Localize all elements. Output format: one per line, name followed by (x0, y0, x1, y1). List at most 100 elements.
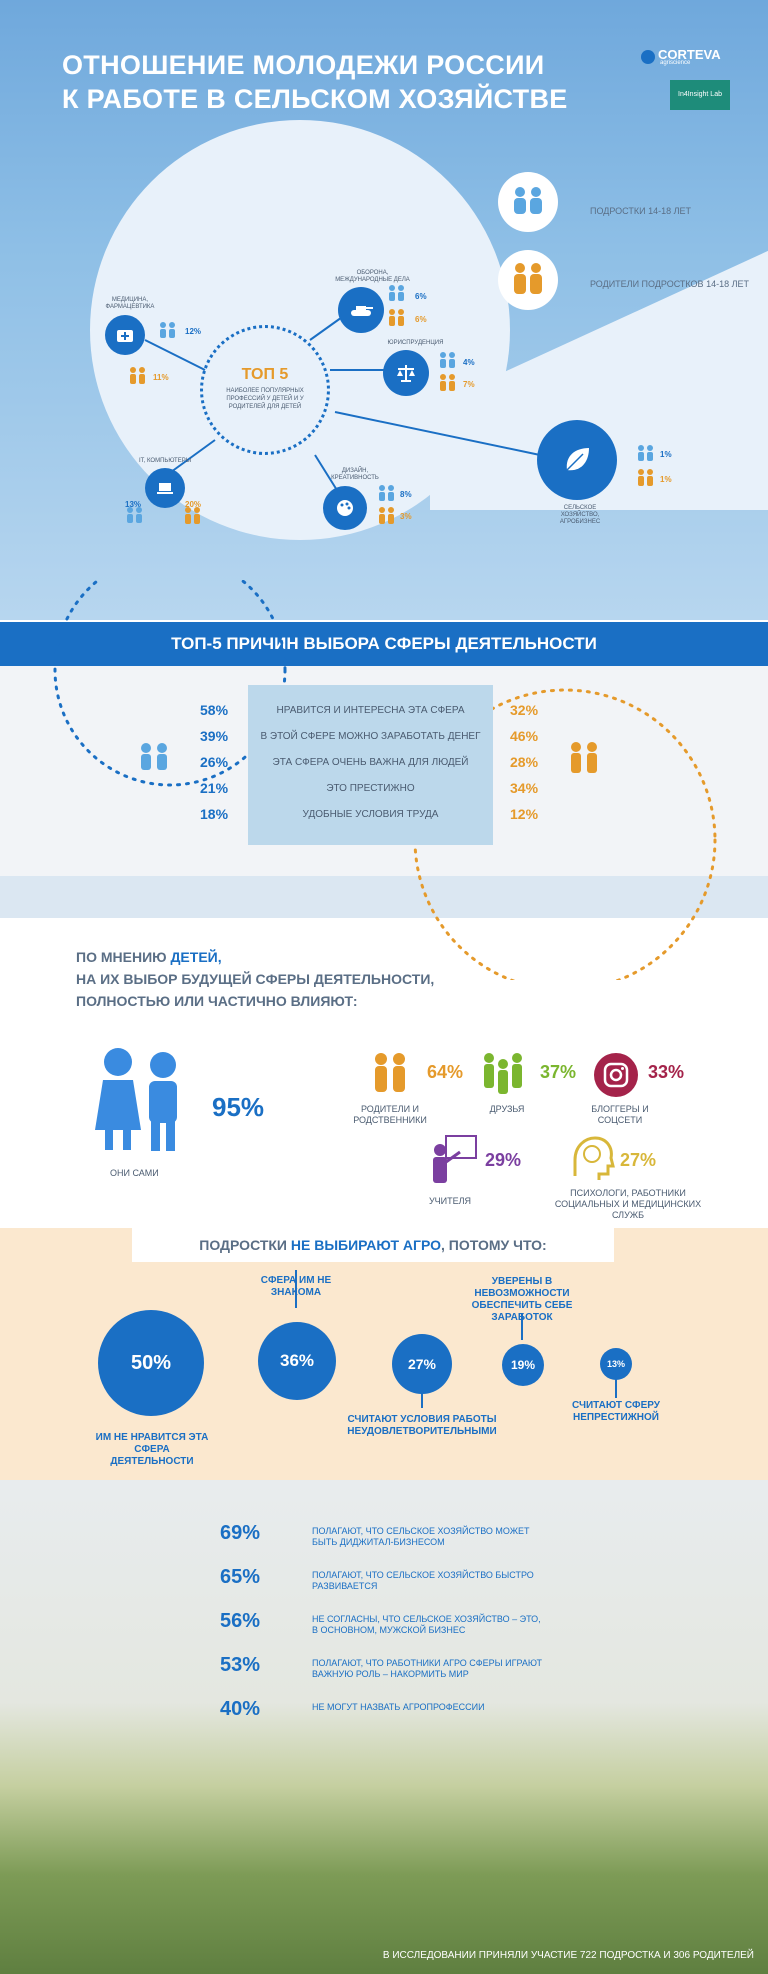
reason-row: 26% ЭТА СФЕРА ОЧЕНЬ ВАЖНА ДЛЯ ЛЮДЕЙ 28% (200, 754, 560, 780)
node-design-label: ДИЗАЙН, КРЕАТИВНОСТЬ (331, 468, 379, 481)
scales-icon (397, 365, 415, 382)
node-agro-parents: 1% (660, 475, 672, 484)
top5-subtitle: НАИБОЛЕЕ ПОПУЛЯРНЫХ ПРОФЕССИЙ У ДЕТЕЙ И … (226, 388, 304, 410)
page-title: ОТНОШЕНИЕ МОЛОДЕЖИ РОССИИ К РАБОТЕ В СЕЛ… (62, 48, 568, 116)
stats-list: 69% ПОЛАГАЮТ, ЧТО СЕЛЬСКОЕ ХОЗЯЙСТВО МОЖ… (220, 1522, 560, 1742)
noagro-bubble-5: 13% (600, 1348, 632, 1380)
noagro-heading: ПОДРОСТКИ НЕ ВЫБИРАЮТ АГРО, ПОТОМУ ЧТО: (132, 1228, 614, 1262)
noagro-label-1: ИМ НЕ НРАВИТСЯ ЭТА СФЕРА ДЕЯТЕЛЬНОСТИ (95, 1432, 209, 1467)
influence-self-value: 95% (212, 1092, 265, 1122)
reason-teens-pct: 39% (200, 728, 229, 744)
influence-line-3: ПОЛНОСТЬЮ ИЛИ ЧАСТИЧНО ВЛИЯЮТ: (76, 993, 358, 1009)
influence-psychologists-value: 27% (620, 1150, 657, 1170)
stat-value: 69% (220, 1522, 261, 1544)
node-agro-teens: 1% (660, 450, 672, 459)
laptop-icon (157, 483, 173, 494)
reason-text: В ЭТОЙ СФЕРЕ МОЖНО ЗАРАБОТАТЬ ДЕНЕГ (260, 731, 481, 742)
stat-row: 56% НЕ СОГЛАСНЫ, ЧТО СЕЛЬСКОЕ ХОЗЯЙСТВО … (220, 1610, 560, 1654)
reason-text: НРАВИТСЯ И ИНТЕРЕСНА ЭТА СФЕРА (276, 705, 465, 716)
teacher-icon (433, 1135, 477, 1183)
insight-logo: In4Insight Lab (670, 80, 730, 110)
stat-text: ПОЛАГАЮТ, ЧТО РАБОТНИКИ АГРО СФЕРЫ ИГРАЮ… (312, 1658, 542, 1679)
influence-line-1: ПО МНЕНИЮ ДЕТЕЙ, (76, 946, 434, 968)
friends-icon (484, 1053, 522, 1094)
corteva-logo: CORTEVA agriscience (640, 47, 740, 67)
reasons-table: 58% НРАВИТСЯ И ИНТЕРЕСНА ЭТА СФЕРА 32% 3… (200, 702, 560, 832)
teens-icon (141, 743, 167, 770)
stat-row: 40% НЕ МОГУТ НАЗВАТЬ АГРОПРОФЕССИИ (220, 1698, 560, 1742)
noagro-bubble-4: 19% (502, 1344, 544, 1386)
footer-note: В ИССЛЕДОВАНИИ ПРИНЯЛИ УЧАСТИЕ 722 ПОДРО… (382, 1950, 754, 1961)
reason-row: 21% ЭТО ПРЕСТИЖНО 34% (200, 780, 560, 806)
node-defense (338, 287, 384, 333)
leaf-icon (566, 448, 589, 471)
palette-icon (337, 500, 353, 516)
brain-head-icon (573, 1136, 615, 1180)
node-it (145, 468, 185, 508)
node-it-label: IT, КОМПЬЮТЕРЫ (138, 458, 192, 464)
node-design (323, 486, 367, 530)
stat-text: НЕ СОГЛАСНЫ, ЧТО СЕЛЬСКОЕ ХОЗЯЙСТВО – ЭТ… (312, 1614, 541, 1635)
teens-icon (514, 187, 542, 214)
node-agro-label: СЕЛЬСКОЕ ХОЗЯЙСТВО, АГРОБИЗНЕС (559, 505, 601, 525)
noagro-label-5: СЧИТАЮТ СФЕРУ НЕПРЕСТИЖНОЙ (571, 1400, 661, 1423)
node-defense-teens: 6% (415, 292, 427, 301)
stat-row: 65% ПОЛАГАЮТ, ЧТО СЕЛЬСКОЕ ХОЗЯЙСТВО БЫС… (220, 1566, 560, 1610)
corteva-logo-text: CORTEVA (658, 47, 721, 62)
reason-parents-pct: 28% (510, 754, 539, 770)
legend-teens-label: ПОДРОСТКИ 14-18 ЛЕТ (590, 206, 692, 216)
stat-text: ПОЛАГАЮТ, ЧТО СЕЛЬСКОЕ ХОЗЯЙСТВО МОЖЕТ Б… (312, 1526, 530, 1547)
reason-parents-pct: 34% (510, 780, 539, 796)
influence-parents-label: РОДИТЕЛИ И РОДСТВЕННИКИ (353, 1104, 427, 1125)
node-design-teens: 8% (400, 490, 412, 499)
node-medicine (105, 315, 145, 355)
parents-icon (375, 1053, 405, 1092)
stat-row: 53% ПОЛАГАЮТ, ЧТО РАБОТНИКИ АГРО СФЕРЫ И… (220, 1654, 560, 1698)
noagro-bubble-1: 50% (98, 1310, 204, 1416)
node-medicine-label: МЕДИЦИНА, ФАРМАЦЕВТИКА (105, 297, 155, 310)
noagro-bubble-2: 36% (258, 1322, 336, 1400)
legend-teens-circle (498, 172, 558, 232)
tank-icon (351, 306, 373, 316)
noagro-label-3: СЧИТАЮТ УСЛОВИЯ РАБОТЫ НЕУДОВЛЕТВОРИТЕЛЬ… (347, 1414, 497, 1437)
reason-text: ЭТА СФЕРА ОЧЕНЬ ВАЖНА ДЛЯ ЛЮДЕЙ (272, 757, 469, 768)
influence-friends-value: 37% (540, 1062, 577, 1082)
noagro-bubble-3: 27% (392, 1334, 452, 1394)
stats-section (0, 1480, 768, 1974)
reason-text: ЭТО ПРЕСТИЖНО (326, 783, 415, 794)
noagro-heading-b: НЕ ВЫБИРАЮТ АГРО (290, 1237, 442, 1253)
legend-parents-label: РОДИТЕЛИ ПОДРОСТКОВ 14-18 ЛЕТ (590, 279, 749, 289)
influence-friends-label: ДРУЗЬЯ (489, 1104, 525, 1114)
node-defense-label: ОБОРОНА, МЕЖДУНАРОДНЫЕ ДЕЛА (335, 270, 410, 283)
instagram-icon (594, 1053, 638, 1097)
legend-parents-circle (498, 250, 558, 310)
node-law (383, 350, 429, 396)
noagro-label-4: УВЕРЕНЫ В НЕВОЗМОЖНОСТИ ОБЕСПЕЧИТЬ СЕБЕ … (471, 1276, 573, 1323)
influence-psychologists-label: ПСИХОЛОГИ, РАБОТНИКИ СОЦИАЛЬНЫХ И МЕДИЦИ… (554, 1188, 702, 1220)
reason-row: 18% УДОБНЫЕ УСЛОВИЯ ТРУДА 12% (200, 806, 560, 832)
node-defense-parents: 6% (415, 315, 427, 324)
reasons-heading: ТОП-5 ПРИЧИН ВЫБОРА СФЕРЫ ДЕЯТЕЛЬНОСТИ (0, 622, 768, 666)
influence-line-2: НА ИХ ВЫБОР БУДУЩЕЙ СФЕРЫ ДЕЯТЕЛЬНОСТИ, (76, 971, 435, 987)
influence-heading: ПО МНЕНИЮ ДЕТЕЙ, НА ИХ ВЫБОР БУДУЩЕЙ СФЕ… (76, 946, 434, 1012)
stat-value: 53% (220, 1654, 261, 1676)
noagro-label-2: СФЕРА ИМ НЕ ЗНАКОМА (260, 1275, 332, 1298)
node-agro (537, 420, 617, 500)
title-line-1: ОТНОШЕНИЕ МОЛОДЕЖИ РОССИИ (62, 50, 545, 80)
reason-teens-pct: 18% (200, 806, 229, 822)
node-it-parents: 20% (185, 500, 202, 509)
reason-parents-pct: 12% (510, 806, 539, 822)
reason-teens-pct: 21% (200, 780, 229, 796)
stat-row: 69% ПОЛАГАЮТ, ЧТО СЕЛЬСКОЕ ХОЗЯЙСТВО МОЖ… (220, 1522, 560, 1566)
influence-bloggers-label: БЛОГГЕРЫ И СОЦСЕТИ (591, 1104, 649, 1125)
kids-big-icon (95, 1048, 177, 1151)
noagro-heading-c: , ПОТОМУ ЧТО: (441, 1237, 547, 1253)
reason-parents-pct: 32% (510, 702, 539, 718)
reason-parents-pct: 46% (510, 728, 539, 744)
top5-title: ТОП 5 (241, 366, 289, 383)
reason-row: 58% НРАВИТСЯ И ИНТЕРЕСНА ЭТА СФЕРА 32% (200, 702, 560, 728)
influence-teachers-label: УЧИТЕЛЯ (428, 1196, 472, 1206)
reason-text: УДОБНЫЕ УСЛОВИЯ ТРУДА (302, 809, 439, 820)
stat-value: 40% (220, 1698, 261, 1720)
reason-teens-pct: 58% (200, 702, 229, 718)
